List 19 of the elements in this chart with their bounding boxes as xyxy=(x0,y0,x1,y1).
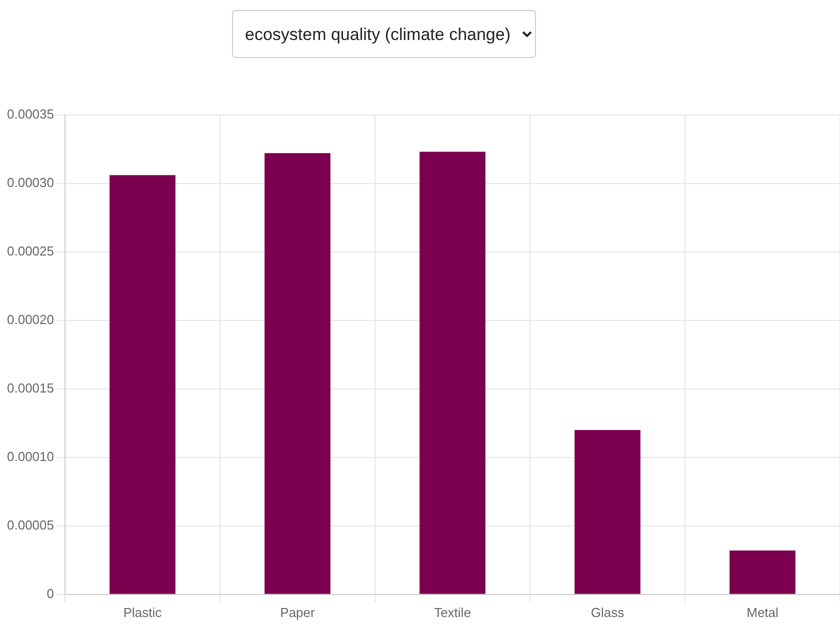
x-tick-label: Paper xyxy=(280,604,316,620)
x-tick-label: Plastic xyxy=(123,604,162,620)
y-tick-label: 0.00035 xyxy=(6,106,54,122)
bar xyxy=(110,175,176,594)
x-tick-label: Metal xyxy=(746,604,778,620)
x-tick-label: Textile xyxy=(434,604,471,620)
bar xyxy=(730,550,796,594)
bar xyxy=(420,152,486,594)
y-tick-label: 0.00005 xyxy=(6,517,54,532)
y-tick-label: 0.00020 xyxy=(6,312,54,327)
y-tick-label: 0.00025 xyxy=(6,243,54,258)
y-tick-label: 0.00010 xyxy=(6,448,54,464)
y-tick-label: 0.00030 xyxy=(6,174,54,190)
bar xyxy=(264,153,330,594)
metric-dropdown: ecosystem quality (climate change) xyxy=(232,10,536,58)
bar xyxy=(574,430,640,594)
x-tick-label: Glass xyxy=(590,604,625,620)
y-tick-label: 0 xyxy=(46,586,54,601)
y-tick-label: 0.00015 xyxy=(6,380,54,396)
